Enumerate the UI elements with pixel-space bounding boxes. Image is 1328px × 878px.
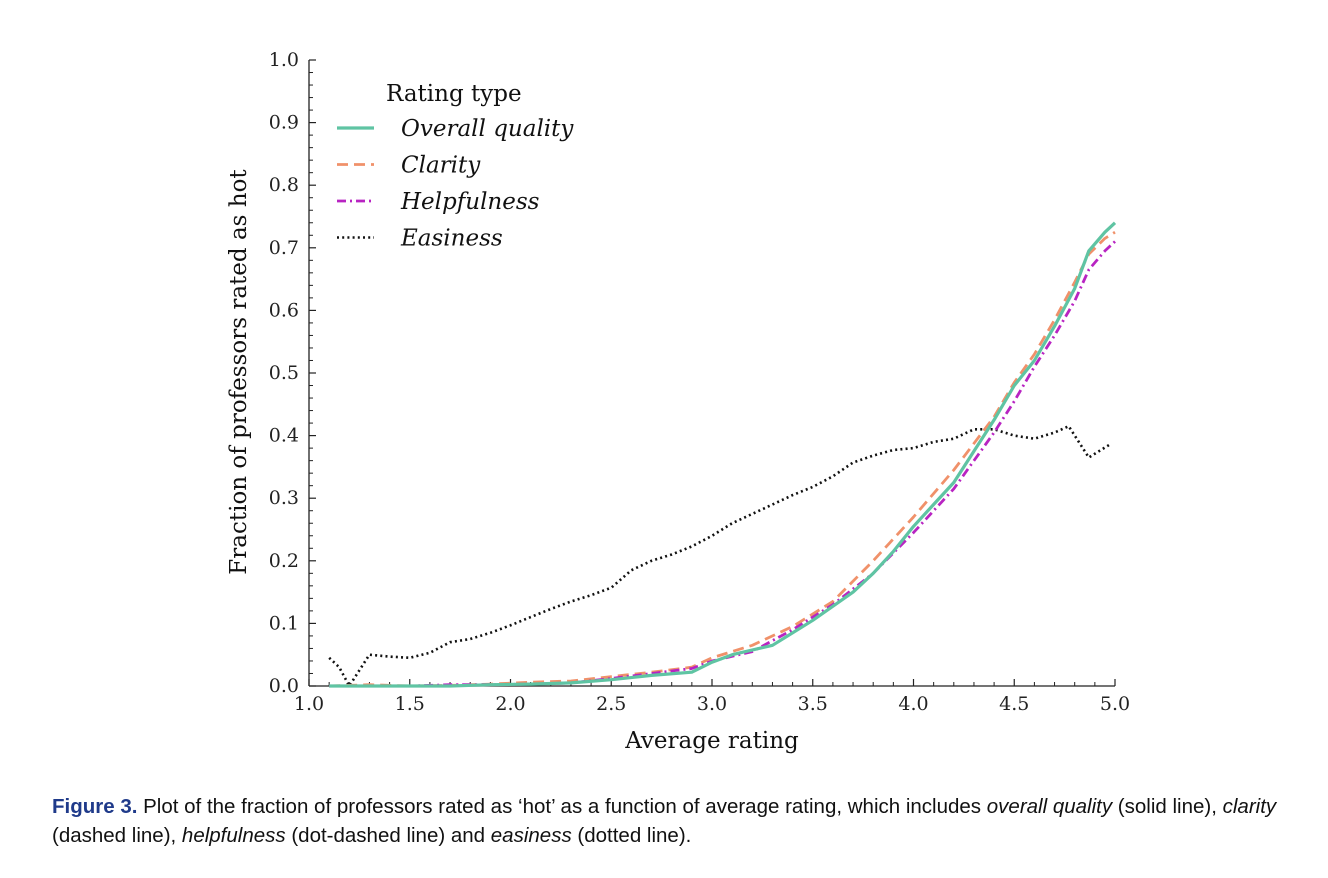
caption-emph-easiness: easiness xyxy=(490,824,572,847)
x-tick-label: 4.0 xyxy=(898,693,928,715)
legend-label: Easiness xyxy=(400,226,503,252)
legend-label: Overall quality xyxy=(401,116,574,142)
legend-title: Rating type xyxy=(386,81,522,107)
caption-text: Plot of the fraction of professors rated… xyxy=(137,795,987,818)
x-tick-label: 4.5 xyxy=(999,693,1029,715)
caption-emph-overall-quality: overall quality xyxy=(986,795,1113,818)
plot-area xyxy=(328,221,1117,688)
y-tick-label: 0.3 xyxy=(269,487,299,509)
y-tick-label: 0.5 xyxy=(269,362,299,384)
caption-text: (dot-dashed line) and xyxy=(285,824,491,847)
axes: 1.0 1.5 2.0 2.5 3.0 3.5 4.0 4.5 5.0 0.0 0.1 0.2 0.3 0… xyxy=(269,49,1130,715)
y-tick-label: 0.0 xyxy=(269,675,299,697)
x-tick-label: 2.0 xyxy=(495,693,525,715)
figure-caption: Figure 3. Plot of the fraction of profes… xyxy=(52,792,1312,850)
x-axis-title: Average rating xyxy=(624,728,799,754)
caption-emph-helpfulness: helpfulness xyxy=(181,824,286,847)
caption-text: (solid line), xyxy=(1112,795,1223,818)
series-line-clarity xyxy=(329,231,1116,688)
x-tick-label: 1.5 xyxy=(395,693,425,715)
x-tick-label: 3.0 xyxy=(697,693,727,715)
y-tick-label: 0.9 xyxy=(269,112,299,134)
legend-label: Clarity xyxy=(401,153,481,179)
figure-label: Figure 3. xyxy=(52,795,138,818)
y-tick-label: 0.4 xyxy=(269,425,299,447)
y-tick-label: 1.0 xyxy=(269,49,299,71)
x-tick-label: 3.5 xyxy=(798,693,828,715)
series-line-overall-quality xyxy=(329,221,1117,688)
legend-label: Helpfulness xyxy=(400,189,540,215)
caption-text: (dotted line). xyxy=(571,824,692,847)
y-tick-label: 0.2 xyxy=(269,550,299,572)
x-tick-label: 5.0 xyxy=(1100,693,1130,715)
x-tick-label: 2.5 xyxy=(596,693,626,715)
y-tick-label: 0.6 xyxy=(269,299,299,321)
legend: Rating type Overall quality Clarity Helpfu… xyxy=(337,81,574,252)
y-tick-label: 0.7 xyxy=(269,237,299,259)
y-tick-label: 0.8 xyxy=(269,174,299,196)
x-tick-label: 1.0 xyxy=(294,693,324,715)
y-tick-label: 0.1 xyxy=(269,612,299,634)
series-line-helpfulness xyxy=(329,240,1116,688)
line-chart: 1.0 1.5 2.0 2.5 3.0 3.5 4.0 4.5 5.0 0.0 0.1 0.2 0.3 0… xyxy=(226,49,1130,754)
caption-emph-clarity: clarity xyxy=(1222,795,1277,818)
caption-text: (dashed line), xyxy=(52,824,182,847)
series-line-easiness xyxy=(328,424,1110,688)
y-axis-title: Fraction of professors rated as hot xyxy=(226,169,252,575)
